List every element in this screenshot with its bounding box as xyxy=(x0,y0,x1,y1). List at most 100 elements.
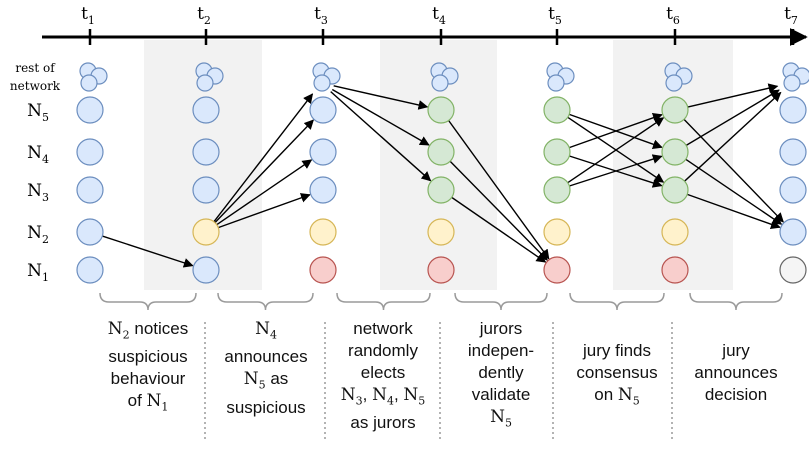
arrow-consensus-2-0 xyxy=(567,117,665,184)
tick-label-t5: t5 xyxy=(548,4,562,27)
row-label-n2: N2 xyxy=(27,223,49,246)
node-n4-t3 xyxy=(309,138,337,166)
caption-line: N2 notices xyxy=(107,319,189,342)
node-n2-t1 xyxy=(76,218,104,246)
arrow-network-to-n5 xyxy=(333,85,429,110)
node-n2-t5 xyxy=(543,218,571,246)
caption-step-3: network randomly elects N3, N4, N5 as jurors xyxy=(325,318,441,434)
arrow-n2-to-n3 xyxy=(217,193,311,229)
tick-label-t2: t2 xyxy=(197,4,211,27)
node-n1-t7 xyxy=(779,256,807,284)
arrow-decision-n2-1 xyxy=(685,158,783,225)
brace-3 xyxy=(336,292,431,311)
arrow-n3-to-n1 xyxy=(451,196,547,263)
network-circle xyxy=(783,74,801,92)
caption-step-1: N2 notices suspicious behaviour of N1 xyxy=(90,318,206,419)
caption-line: randomly xyxy=(348,341,418,360)
brace-2 xyxy=(217,292,314,311)
node-n1-t3 xyxy=(309,256,337,284)
caption-step-6: jury announces decision xyxy=(678,340,794,406)
node-n4-t2 xyxy=(192,138,220,166)
node-n5-t7 xyxy=(779,96,807,124)
arrow-n2-to-network xyxy=(213,93,314,223)
caption-line: elects xyxy=(360,363,406,382)
arrow-n2-to-n1 xyxy=(102,235,194,268)
node-n4-t6 xyxy=(661,138,689,166)
caption-line: indepen- xyxy=(467,341,535,360)
caption-line: of N1 xyxy=(127,391,169,414)
arrow-n4-to-n1 xyxy=(449,160,548,261)
network-cluster-t2 xyxy=(195,62,224,92)
caption-line: consensus xyxy=(576,363,658,382)
row-label-n5: N5 xyxy=(27,101,49,124)
network-circle xyxy=(547,74,565,92)
arrow-n2-to-n4 xyxy=(216,159,313,226)
node-n1-t6 xyxy=(661,256,689,284)
caption-line: N5 as xyxy=(243,369,289,392)
network-cluster-t7 xyxy=(782,62,809,92)
tick-label-t1: t1 xyxy=(81,4,95,27)
arrow-network-to-n3 xyxy=(330,91,432,182)
caption-step-2: N4 announces N5 as suspicious xyxy=(208,318,324,419)
node-n3-t6 xyxy=(661,176,689,204)
arrow-network-to-n4 xyxy=(331,88,430,146)
row-label-n4: N4 xyxy=(27,143,49,166)
caption-line: jury xyxy=(722,341,750,360)
node-n3-t2 xyxy=(192,176,220,204)
node-n1-t1 xyxy=(76,256,104,284)
node-n5-t5 xyxy=(543,96,571,124)
node-n1-t5 xyxy=(543,256,571,284)
arrow-decision-network-2 xyxy=(684,91,782,182)
arrow-consensus-2-1 xyxy=(569,154,663,187)
caption-line: network xyxy=(353,319,413,338)
caption-line: decision xyxy=(704,385,768,404)
network-circle xyxy=(80,74,98,92)
brace-1 xyxy=(99,292,197,311)
node-n1-t2 xyxy=(192,256,220,284)
node-n3-t5 xyxy=(543,176,571,204)
node-n3-t7 xyxy=(779,176,807,204)
tick-label-t3: t3 xyxy=(314,4,328,27)
caption-line: announces xyxy=(694,363,778,382)
node-n2-t7 xyxy=(779,218,807,246)
rest-of-network-label-line1: rest of xyxy=(15,61,56,75)
row-label-n3: N3 xyxy=(27,181,49,204)
arrow-decision-network-0 xyxy=(687,83,779,108)
node-n4-t7 xyxy=(779,138,807,166)
caption-line: N4 xyxy=(255,319,277,342)
arrow-n5-to-n1 xyxy=(448,120,550,260)
network-cluster-t5 xyxy=(546,62,575,92)
node-n5-t1 xyxy=(76,96,104,124)
node-n1-t4 xyxy=(427,256,455,284)
caption-line: as jurors xyxy=(350,413,416,433)
node-n2-t2 xyxy=(192,218,220,246)
node-n2-t4 xyxy=(427,218,455,246)
arrow-decision-network-1 xyxy=(685,89,780,146)
rest-of-network-label-line2: network xyxy=(10,79,61,93)
brace-4 xyxy=(454,292,548,311)
caption-line: jurors xyxy=(479,319,523,338)
caption-line: N5 xyxy=(490,407,512,430)
caption-line: announces xyxy=(224,347,308,367)
node-n4-t4 xyxy=(427,138,455,166)
caption-line: on N5 xyxy=(594,385,640,408)
node-n2-t6 xyxy=(661,218,689,246)
tick-label-t4: t4 xyxy=(432,4,446,27)
network-cluster-t1 xyxy=(79,62,108,92)
tick-label-t6: t6 xyxy=(666,4,680,27)
arrow-consensus-1-0 xyxy=(569,113,663,149)
node-n3-t4 xyxy=(427,176,455,204)
brace-6 xyxy=(689,292,783,311)
node-n5-t6 xyxy=(661,96,689,124)
caption-step-5: jury finds consensus on N5 xyxy=(559,340,675,412)
caption-step-4: jurors indepen-dently validate N5 xyxy=(443,318,559,434)
network-circle xyxy=(431,74,449,92)
tick-label-t7: t7 xyxy=(784,4,798,27)
arrow-decision-n2-2 xyxy=(687,193,781,229)
brace-5 xyxy=(569,292,665,311)
node-n5-t3 xyxy=(309,96,337,124)
node-n4-t1 xyxy=(76,138,104,166)
network-cluster-t6 xyxy=(664,62,693,92)
